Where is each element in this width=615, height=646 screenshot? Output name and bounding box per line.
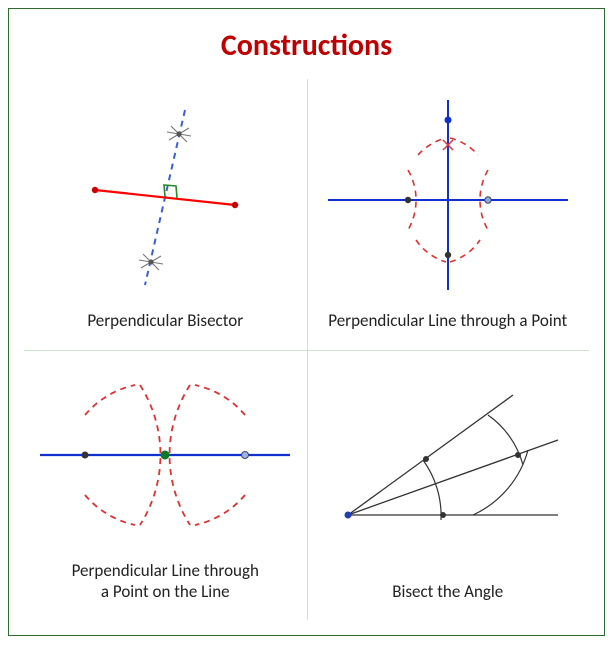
cell-perpendicular-bisector: Perpendicular Bisector [24,79,307,350]
caption-br: Bisect the Angle [392,581,503,602]
caption-tr: Perpendicular Line through a Point [328,310,567,331]
foot-point-right [485,196,491,202]
right-mark-point [242,451,249,458]
page-title: Constructions [9,9,604,74]
svg-perpendicular-bisector [65,90,265,300]
figure-perpendicular-on-line [24,350,307,560]
arc-intersection [515,452,521,458]
figure-bisect-angle [307,350,590,581]
caption-tl: Perpendicular Bisector [87,310,243,331]
segment-endpoint-right [232,201,238,207]
arc-point-lower [440,512,446,518]
foot-point-left [405,196,411,202]
center-point [161,450,170,459]
cell-perpendicular-on-line: Perpendicular Line through a Point on th… [24,350,307,621]
cell-bisect-angle: Bisect the Angle [307,350,590,621]
caption-bl: Perpendicular Line through a Point on th… [72,560,259,603]
figure-perpendicular-through-point [307,79,590,310]
construction-arcs-br [423,415,528,520]
arc-point-top [177,131,182,136]
segment-endpoint-left [92,186,98,192]
lower-intersection [445,251,451,257]
svg-perpendicular-through-point [308,90,588,300]
figure-perpendicular-bisector [24,79,307,310]
arc-point-upper [423,456,429,462]
arc-point-bottom [149,259,154,264]
svg-perpendicular-on-line [25,355,305,555]
svg-bisect-angle [313,365,583,565]
angle-vertex [344,512,351,519]
diagram-grid: Perpendicular Bisector [24,79,589,620]
cell-perpendicular-through-point: Perpendicular Line through a Point [307,79,590,350]
external-point [444,116,451,123]
left-mark-point [82,451,89,458]
diagram-frame: Constructions [8,8,605,636]
